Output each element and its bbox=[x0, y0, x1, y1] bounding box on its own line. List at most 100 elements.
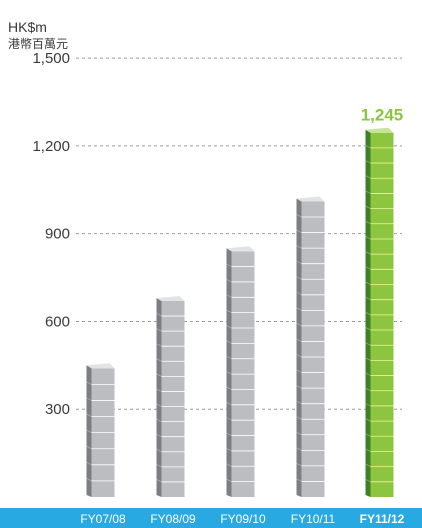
bar-side-segment-line bbox=[226, 463, 232, 467]
bar-side-segment-line bbox=[365, 251, 371, 255]
bar-side-segment-line bbox=[86, 461, 92, 466]
bar-side-segment-line bbox=[296, 400, 302, 405]
bar-group bbox=[156, 295, 185, 497]
bar-side-segment-line bbox=[365, 311, 371, 316]
text-layer: HK$m 港幣百萬元 300 600 900 1,200 1,500 FY07/08 FY0… bbox=[8, 19, 405, 526]
bar-side-segment-line bbox=[156, 373, 162, 377]
bar-side-segment-line bbox=[226, 355, 232, 360]
bar-side-segment-line bbox=[365, 433, 371, 437]
bar-top bbox=[365, 127, 394, 133]
bar-side-segment-line bbox=[226, 478, 232, 482]
bar-side-segment-line bbox=[296, 338, 302, 342]
bar-side-segment-line bbox=[226, 294, 232, 298]
bar-side-segment-line bbox=[365, 266, 371, 270]
bar-side-segment-line bbox=[156, 418, 162, 422]
bar-side-segment-line bbox=[296, 478, 302, 482]
bar-side-segment-line bbox=[226, 401, 232, 406]
bar-side-segment-line bbox=[365, 387, 371, 392]
bar-side-segment-line bbox=[86, 478, 92, 482]
bar-group bbox=[86, 363, 115, 497]
bar-side-segment-line bbox=[296, 447, 302, 451]
bar-side-segment-line bbox=[86, 445, 92, 450]
bar-side-segment-line bbox=[365, 281, 371, 285]
bar-side-segment-line bbox=[365, 448, 371, 452]
y-tick-label: 1,200 bbox=[32, 138, 70, 155]
bar-side-segment-line bbox=[226, 432, 232, 436]
bar-side-segment-line bbox=[365, 418, 371, 422]
bar-top bbox=[296, 196, 325, 202]
bar bbox=[301, 201, 325, 497]
x-axis-band bbox=[0, 508, 422, 528]
x-tick-label: FY07/08 bbox=[80, 512, 126, 526]
x-tick-label: FY09/10 bbox=[220, 512, 266, 526]
bar-side-segment-line bbox=[156, 448, 162, 453]
y-tick-label: 900 bbox=[45, 226, 70, 243]
bar-side-segment-line bbox=[156, 343, 162, 347]
bar-side-segment-line bbox=[226, 263, 232, 267]
bar-side-segment-line bbox=[226, 279, 232, 283]
bar-side bbox=[296, 198, 302, 497]
bar-side-segment-line bbox=[86, 429, 92, 433]
bar-side-segment-line bbox=[226, 448, 232, 452]
bar-side-segment-line bbox=[365, 342, 371, 346]
bar-side-segment-line bbox=[156, 388, 162, 392]
bar bbox=[161, 300, 185, 497]
bar-side-segment-line bbox=[296, 307, 302, 311]
x-axis-band-layer bbox=[0, 508, 422, 528]
bar-side bbox=[156, 297, 162, 497]
bar-side-segment-line bbox=[296, 323, 302, 327]
bar-side-segment-line bbox=[296, 276, 302, 280]
y-tick-label: 600 bbox=[45, 313, 70, 330]
bar-side-segment-line bbox=[156, 313, 162, 317]
bar-side-segment-line bbox=[226, 386, 232, 390]
y-axis-label-line-1: HK$m bbox=[8, 19, 47, 35]
bar-side-segment-line bbox=[296, 431, 302, 436]
x-tick-label: FY08/09 bbox=[150, 512, 196, 526]
bar-group bbox=[296, 196, 325, 497]
bar-group bbox=[365, 127, 394, 497]
bar-side-segment-line bbox=[156, 479, 162, 483]
bar-side-segment-line bbox=[296, 354, 302, 358]
bar-side-segment-line bbox=[226, 340, 232, 344]
x-tick-label: FY11/12 bbox=[360, 512, 405, 526]
bar-side-segment-line bbox=[365, 236, 371, 240]
grid-layer bbox=[76, 57, 402, 410]
bar-side-segment-line bbox=[156, 403, 162, 407]
bar-side-segment-line bbox=[226, 309, 232, 314]
bar-side-segment-line bbox=[86, 397, 92, 401]
bar-side-segment-line bbox=[365, 478, 371, 483]
bar-layer bbox=[86, 127, 394, 497]
bar-side-segment-line bbox=[156, 433, 162, 438]
bar-side-segment-line bbox=[296, 229, 302, 233]
bar-side-segment-line bbox=[156, 358, 162, 362]
bar-side-segment-line bbox=[365, 463, 371, 468]
bar-top bbox=[86, 363, 115, 369]
bar-side-segment-line bbox=[365, 220, 371, 225]
bar-side-segment-line bbox=[226, 417, 232, 421]
bar-side-segment-line bbox=[296, 369, 302, 373]
bar-side-segment-line bbox=[365, 205, 371, 209]
bar-side-segment-line bbox=[365, 160, 371, 164]
bar-side-segment-line bbox=[156, 463, 162, 468]
bar-side-segment-line bbox=[296, 260, 302, 265]
bar-group bbox=[226, 246, 255, 497]
bar-side-segment-line bbox=[296, 214, 302, 218]
bar-side-segment-line bbox=[296, 463, 302, 467]
bar-side-segment-line bbox=[226, 371, 232, 375]
bar-side-segment-line bbox=[296, 245, 302, 249]
bar-side-segment-line bbox=[365, 372, 371, 376]
y-tick-label: 1,500 bbox=[32, 50, 70, 67]
highlight-value-label: 1,245 bbox=[361, 106, 404, 125]
bar-top bbox=[156, 295, 185, 301]
bar-side-segment-line bbox=[156, 328, 162, 332]
bar-top bbox=[226, 246, 255, 252]
y-axis-label-line-2: 港幣百萬元 bbox=[8, 37, 68, 51]
bar-side-segment-line bbox=[365, 357, 371, 361]
bar-side-segment-line bbox=[365, 296, 371, 301]
bar-side-segment-line bbox=[296, 416, 302, 420]
bar-side-segment-line bbox=[365, 145, 371, 149]
bar-side-segment-line bbox=[86, 381, 92, 385]
bar-side-segment-line bbox=[365, 327, 371, 331]
y-tick-label: 300 bbox=[45, 401, 70, 418]
